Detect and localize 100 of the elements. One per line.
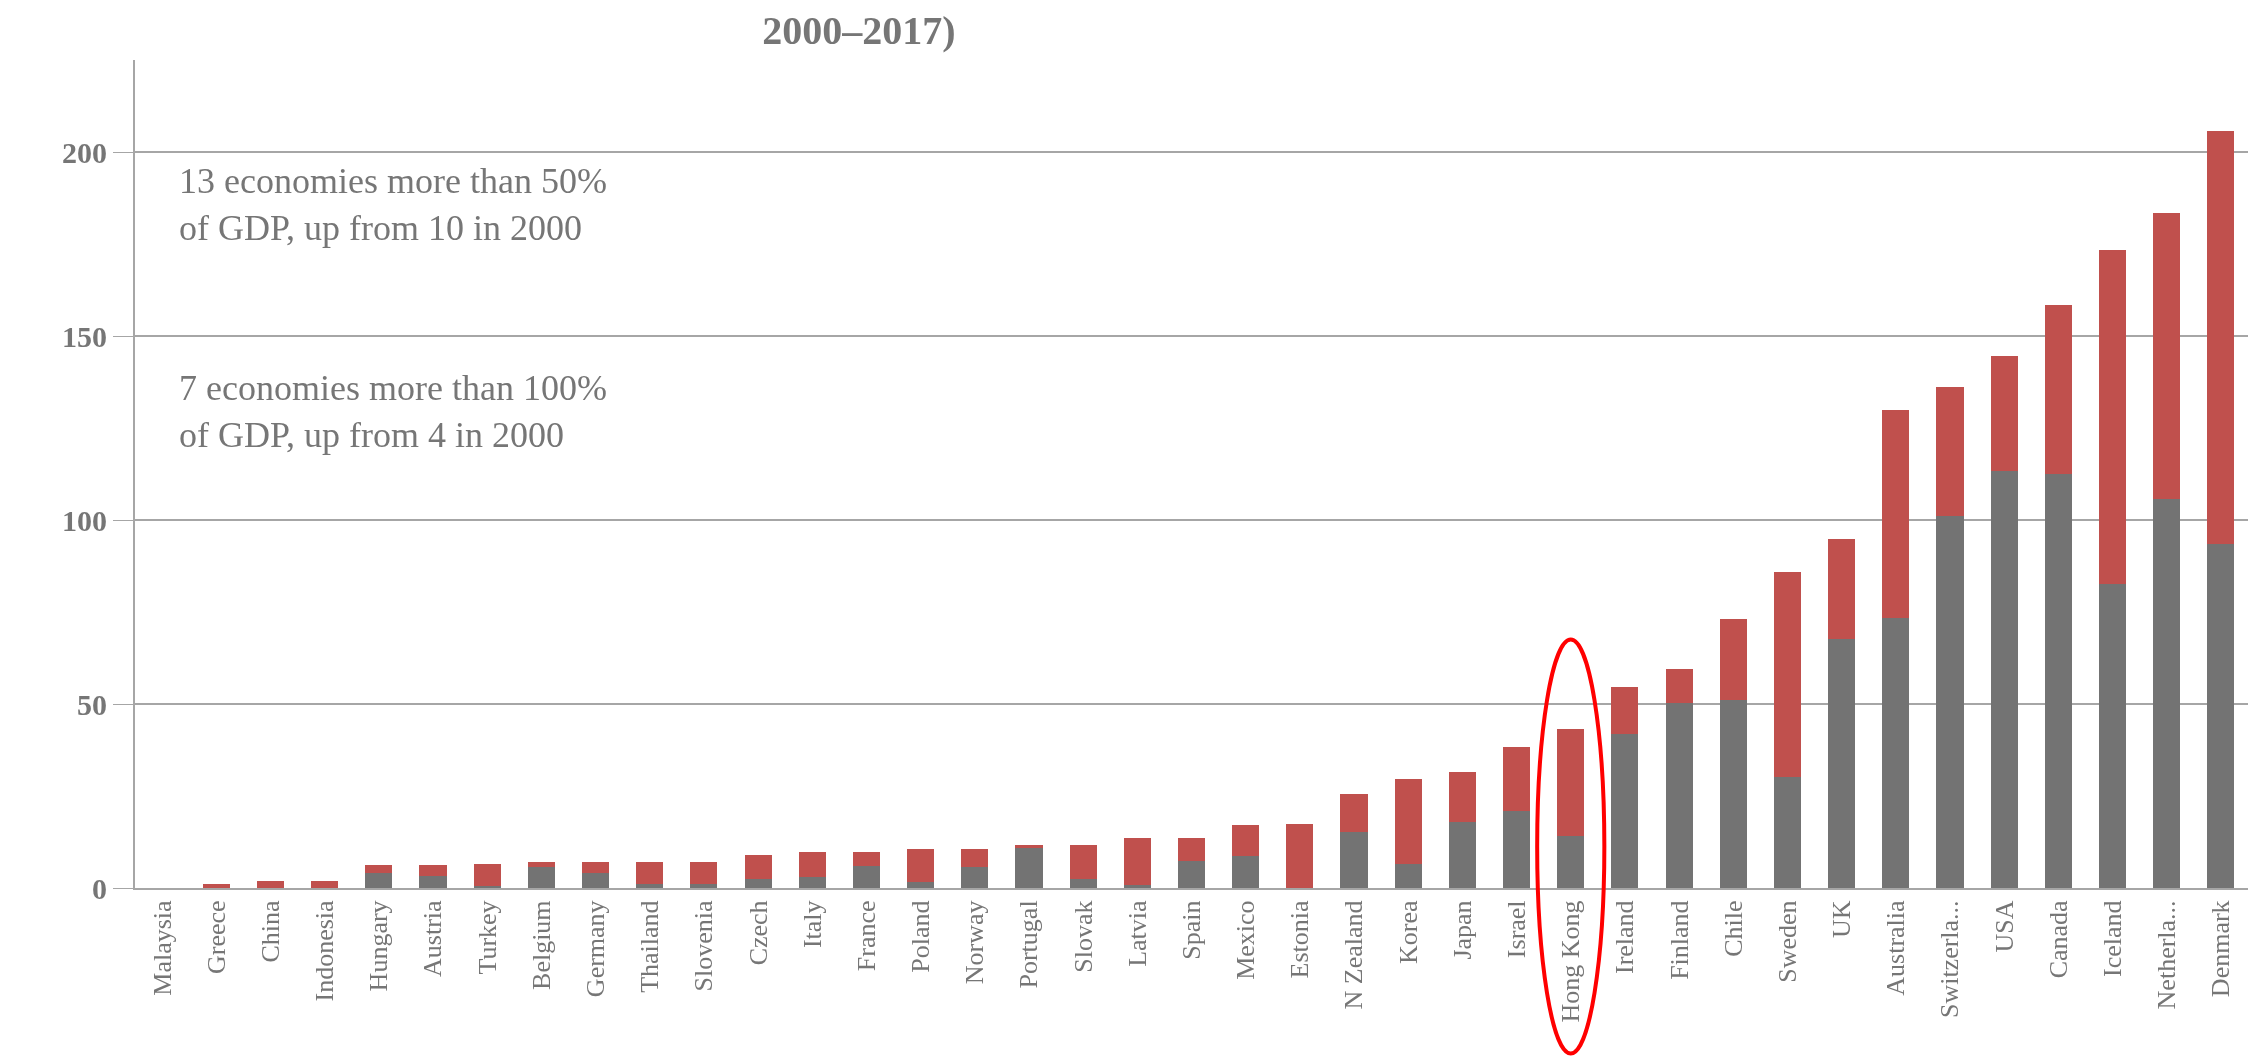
bar: [1069, 844, 1097, 879]
bar: [1828, 538, 1856, 640]
bar: [1394, 863, 1422, 888]
bar: [1611, 734, 1639, 888]
bar: [1719, 699, 1747, 888]
bar: [1448, 821, 1476, 888]
bar: [1177, 837, 1206, 862]
y-tick-label: 150: [62, 319, 107, 353]
chart-title: 2000–2017): [762, 7, 956, 53]
bar: [1448, 772, 1476, 822]
bar: [1015, 845, 1043, 848]
bar: [907, 882, 935, 888]
x-tick-label: Malaysia: [147, 899, 177, 996]
bar: [690, 862, 718, 885]
bar: [2153, 498, 2181, 888]
bar: [961, 866, 989, 888]
x-tick-label: Spain: [1176, 900, 1206, 960]
bar: [1286, 823, 1314, 888]
bar: [1232, 824, 1260, 857]
bar: [798, 851, 826, 877]
x-tick-label: Sweden: [1772, 900, 1802, 983]
bar: [256, 880, 284, 888]
x-tick-label: France: [851, 900, 881, 972]
y-tick-label: 100: [62, 503, 107, 537]
bar: [1557, 728, 1585, 837]
bar: [1990, 471, 2018, 888]
x-tick-label: Slovenia: [689, 899, 719, 992]
x-tick-label: Hungary: [364, 900, 394, 992]
bar: [473, 864, 501, 887]
x-tick-label: Germany: [580, 900, 610, 998]
bar: [1015, 847, 1043, 888]
bar: [1936, 386, 1964, 516]
bar: [744, 854, 772, 879]
x-tick-label: China: [255, 899, 285, 963]
bar: [2044, 305, 2072, 474]
x-tick-label: Finland: [1664, 900, 1694, 980]
x-tick-label: UK: [1827, 900, 1857, 938]
bar: [1503, 811, 1531, 888]
x-tick-label: Italy: [797, 900, 827, 949]
bar: [527, 862, 555, 867]
x-tick-label: Japan: [1447, 900, 1477, 960]
bar: [202, 884, 230, 888]
bar: [1340, 832, 1368, 888]
bar: [2099, 249, 2127, 585]
bar: [1936, 515, 1964, 888]
bar: [1882, 617, 1910, 888]
x-tick-label: Norway: [960, 900, 990, 985]
x-tick-label: Netherla...: [2152, 900, 2182, 1010]
bar: [1503, 747, 1531, 812]
bar: [852, 865, 880, 888]
x-tick-label: Mexico: [1231, 900, 1261, 980]
x-tick-label: Korea: [1393, 899, 1423, 964]
bar: [636, 862, 664, 885]
bar: [1828, 639, 1856, 888]
bar: [852, 851, 880, 866]
bar: [419, 875, 447, 888]
x-tick-label: Chile: [1718, 900, 1748, 957]
bar: [907, 849, 935, 883]
annotation: 7 economies more than 100% of GDP, up from 4 in 2000: [179, 368, 607, 455]
x-tick-label: Latvia: [1122, 899, 1152, 967]
x-tick-label: Thailand: [635, 900, 665, 993]
bar: [1232, 856, 1260, 888]
bar: [961, 849, 989, 867]
x-tick-label: Portugal: [1014, 900, 1044, 989]
y-tick-label: 0: [92, 871, 107, 905]
x-tick-label: Slovak: [1068, 900, 1098, 973]
x-tick-label: Poland: [906, 900, 936, 973]
bar: [1123, 885, 1151, 888]
bar: [690, 884, 718, 888]
x-tick-label: Denmark: [2206, 900, 2236, 998]
bar: [2207, 544, 2235, 888]
bar: [1990, 356, 2018, 472]
annotation: 13 economies more than 50% of GDP, up from 10 in 2000: [179, 161, 607, 248]
x-tick-label: N Zealand: [1339, 900, 1369, 1010]
bar: [1394, 779, 1422, 864]
bar: [2153, 212, 2181, 499]
bar: [365, 865, 393, 874]
bar: [1069, 878, 1097, 888]
bar: [1611, 686, 1639, 735]
x-tick-label: Belgium: [526, 900, 556, 990]
x-tick-label: Canada: [2043, 899, 2073, 979]
bar: [311, 880, 339, 888]
bar: [798, 876, 826, 888]
x-tick-label: Switzerla...: [1935, 900, 1965, 1019]
bar: [581, 873, 610, 888]
x-tick-label: Czech: [743, 900, 773, 966]
bar: [527, 866, 555, 888]
bar: [581, 862, 610, 874]
x-tick-label: Estonia: [1285, 899, 1315, 979]
x-tick-label: Indonesia: [310, 899, 340, 1002]
bar: [1773, 776, 1802, 888]
bar: [1773, 571, 1802, 777]
bar: [1340, 794, 1368, 833]
x-tick-label: Hong Kong: [1556, 900, 1586, 1023]
bar: [2099, 584, 2127, 888]
x-tick-label: Greece: [201, 900, 231, 975]
y-tick-label: 50: [77, 687, 107, 721]
x-tick-label: Austria: [418, 899, 448, 977]
bar: [1177, 861, 1206, 888]
bar: [2207, 131, 2235, 545]
